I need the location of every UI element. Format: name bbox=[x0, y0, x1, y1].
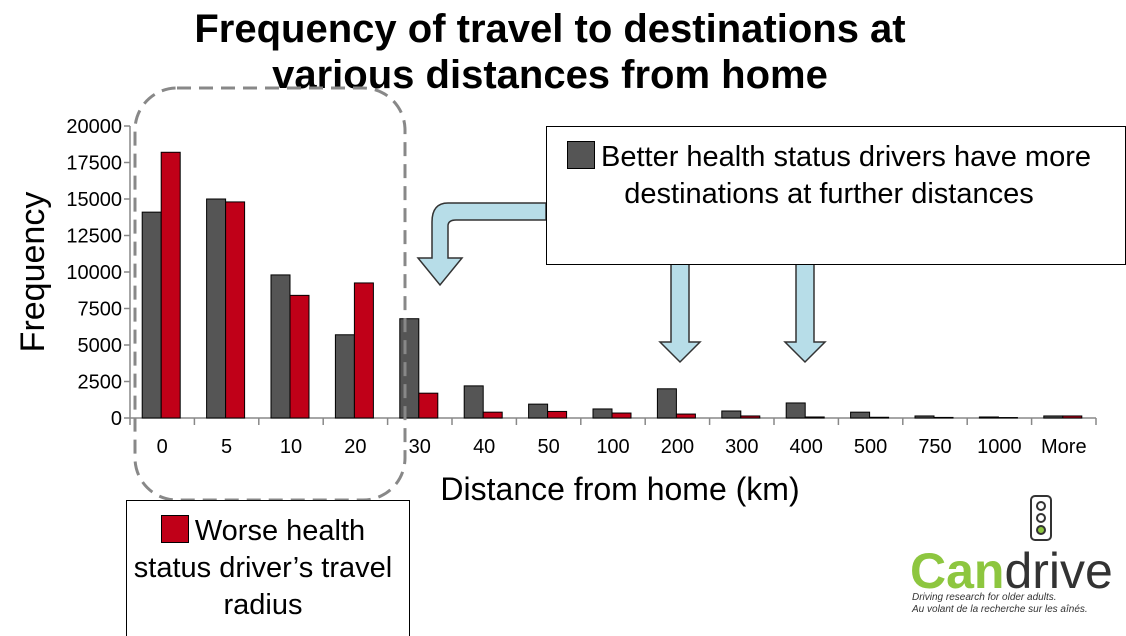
x-tick-label: 50 bbox=[537, 436, 559, 458]
chart-title: Frequency of travel to destinations at va… bbox=[194, 7, 905, 97]
y-tick-label: 20000 bbox=[66, 116, 122, 138]
logo-name: Candrive bbox=[910, 543, 1113, 599]
legend-label: Worse health status driver’s travel radi… bbox=[133, 515, 393, 621]
x-tick-label: 1000 bbox=[977, 436, 1022, 458]
bar bbox=[463, 385, 484, 419]
y-tick-label: 7500 bbox=[78, 299, 123, 321]
x-tick-label: 40 bbox=[473, 436, 495, 458]
x-tick-label: 200 bbox=[661, 436, 694, 458]
bar bbox=[869, 416, 890, 419]
arrow bbox=[416, 202, 547, 287]
x-tick-label: 500 bbox=[854, 436, 887, 458]
bar bbox=[353, 282, 374, 419]
logo-tagline: Driving research for older adults. bbox=[912, 592, 1057, 603]
x-tick-label: 20 bbox=[344, 436, 366, 458]
bar bbox=[160, 151, 181, 419]
logo: Candrive Driving research for older adul… bbox=[910, 495, 1113, 615]
bar bbox=[547, 410, 568, 419]
bar bbox=[1062, 415, 1083, 419]
logo-icon bbox=[1030, 495, 1052, 541]
x-tick-label: 400 bbox=[790, 436, 823, 458]
bar bbox=[933, 416, 954, 419]
logo-icon bbox=[1036, 501, 1046, 511]
y-tick-label: 10000 bbox=[66, 262, 122, 284]
x-tick-label: 0 bbox=[157, 436, 168, 458]
y-tick-label: 15000 bbox=[66, 189, 122, 211]
logo-tagline: Au volant de la recherche sur les aînés. bbox=[911, 604, 1088, 615]
bar bbox=[804, 416, 825, 419]
bar bbox=[1043, 415, 1064, 419]
bar bbox=[914, 415, 935, 419]
x-tick-label: 100 bbox=[596, 436, 629, 458]
x-tick-label: 30 bbox=[409, 436, 431, 458]
legend-swatch bbox=[160, 515, 189, 543]
bar bbox=[289, 294, 310, 419]
legend-label: Better health status drivers have more d… bbox=[600, 141, 1091, 210]
x-tick-label: 750 bbox=[918, 436, 951, 458]
y-axis-label: Frequency bbox=[14, 192, 52, 353]
legend-swatch bbox=[566, 141, 595, 169]
x-tick-label: 300 bbox=[725, 436, 758, 458]
x-tick-label: 10 bbox=[280, 436, 302, 458]
bar bbox=[270, 274, 291, 419]
x-tick-label: More bbox=[1041, 436, 1087, 458]
logo-icon bbox=[1036, 525, 1046, 535]
x-axis-label: Distance from home (km) bbox=[440, 471, 799, 507]
annotation-box: Better health status drivers have more d… bbox=[546, 126, 1126, 265]
bar bbox=[399, 318, 420, 419]
chart-title-line: Frequency of travel to destinations at bbox=[194, 7, 905, 51]
bar bbox=[675, 413, 696, 419]
y-tick-label: 5000 bbox=[78, 335, 123, 357]
bar bbox=[592, 408, 613, 419]
chart-title-line: various distances from home bbox=[272, 53, 828, 97]
y-tick-label: 0 bbox=[111, 408, 122, 430]
bar bbox=[656, 388, 677, 419]
arrow bbox=[783, 261, 827, 364]
bar bbox=[740, 415, 761, 419]
bar bbox=[528, 403, 549, 419]
bar bbox=[141, 211, 162, 419]
y-tick-label: 17500 bbox=[66, 153, 122, 175]
annotation-box: Worse health status driver’s travel radi… bbox=[126, 500, 410, 636]
bar bbox=[225, 201, 246, 419]
logo-name-part: Can bbox=[910, 543, 1004, 599]
bar bbox=[418, 392, 439, 419]
bar bbox=[334, 334, 355, 419]
logo-icon bbox=[1036, 513, 1046, 523]
bar bbox=[785, 402, 806, 419]
arrow bbox=[658, 261, 702, 364]
logo-name-part: drive bbox=[1004, 543, 1112, 599]
bar bbox=[611, 412, 632, 419]
x-tick-label: 5 bbox=[221, 436, 232, 458]
bar bbox=[482, 411, 503, 419]
y-tick-label: 12500 bbox=[66, 226, 122, 248]
bar bbox=[850, 411, 871, 419]
bar bbox=[978, 416, 999, 419]
bar bbox=[721, 410, 742, 419]
bar bbox=[206, 198, 227, 419]
y-tick-label: 2500 bbox=[78, 372, 123, 394]
